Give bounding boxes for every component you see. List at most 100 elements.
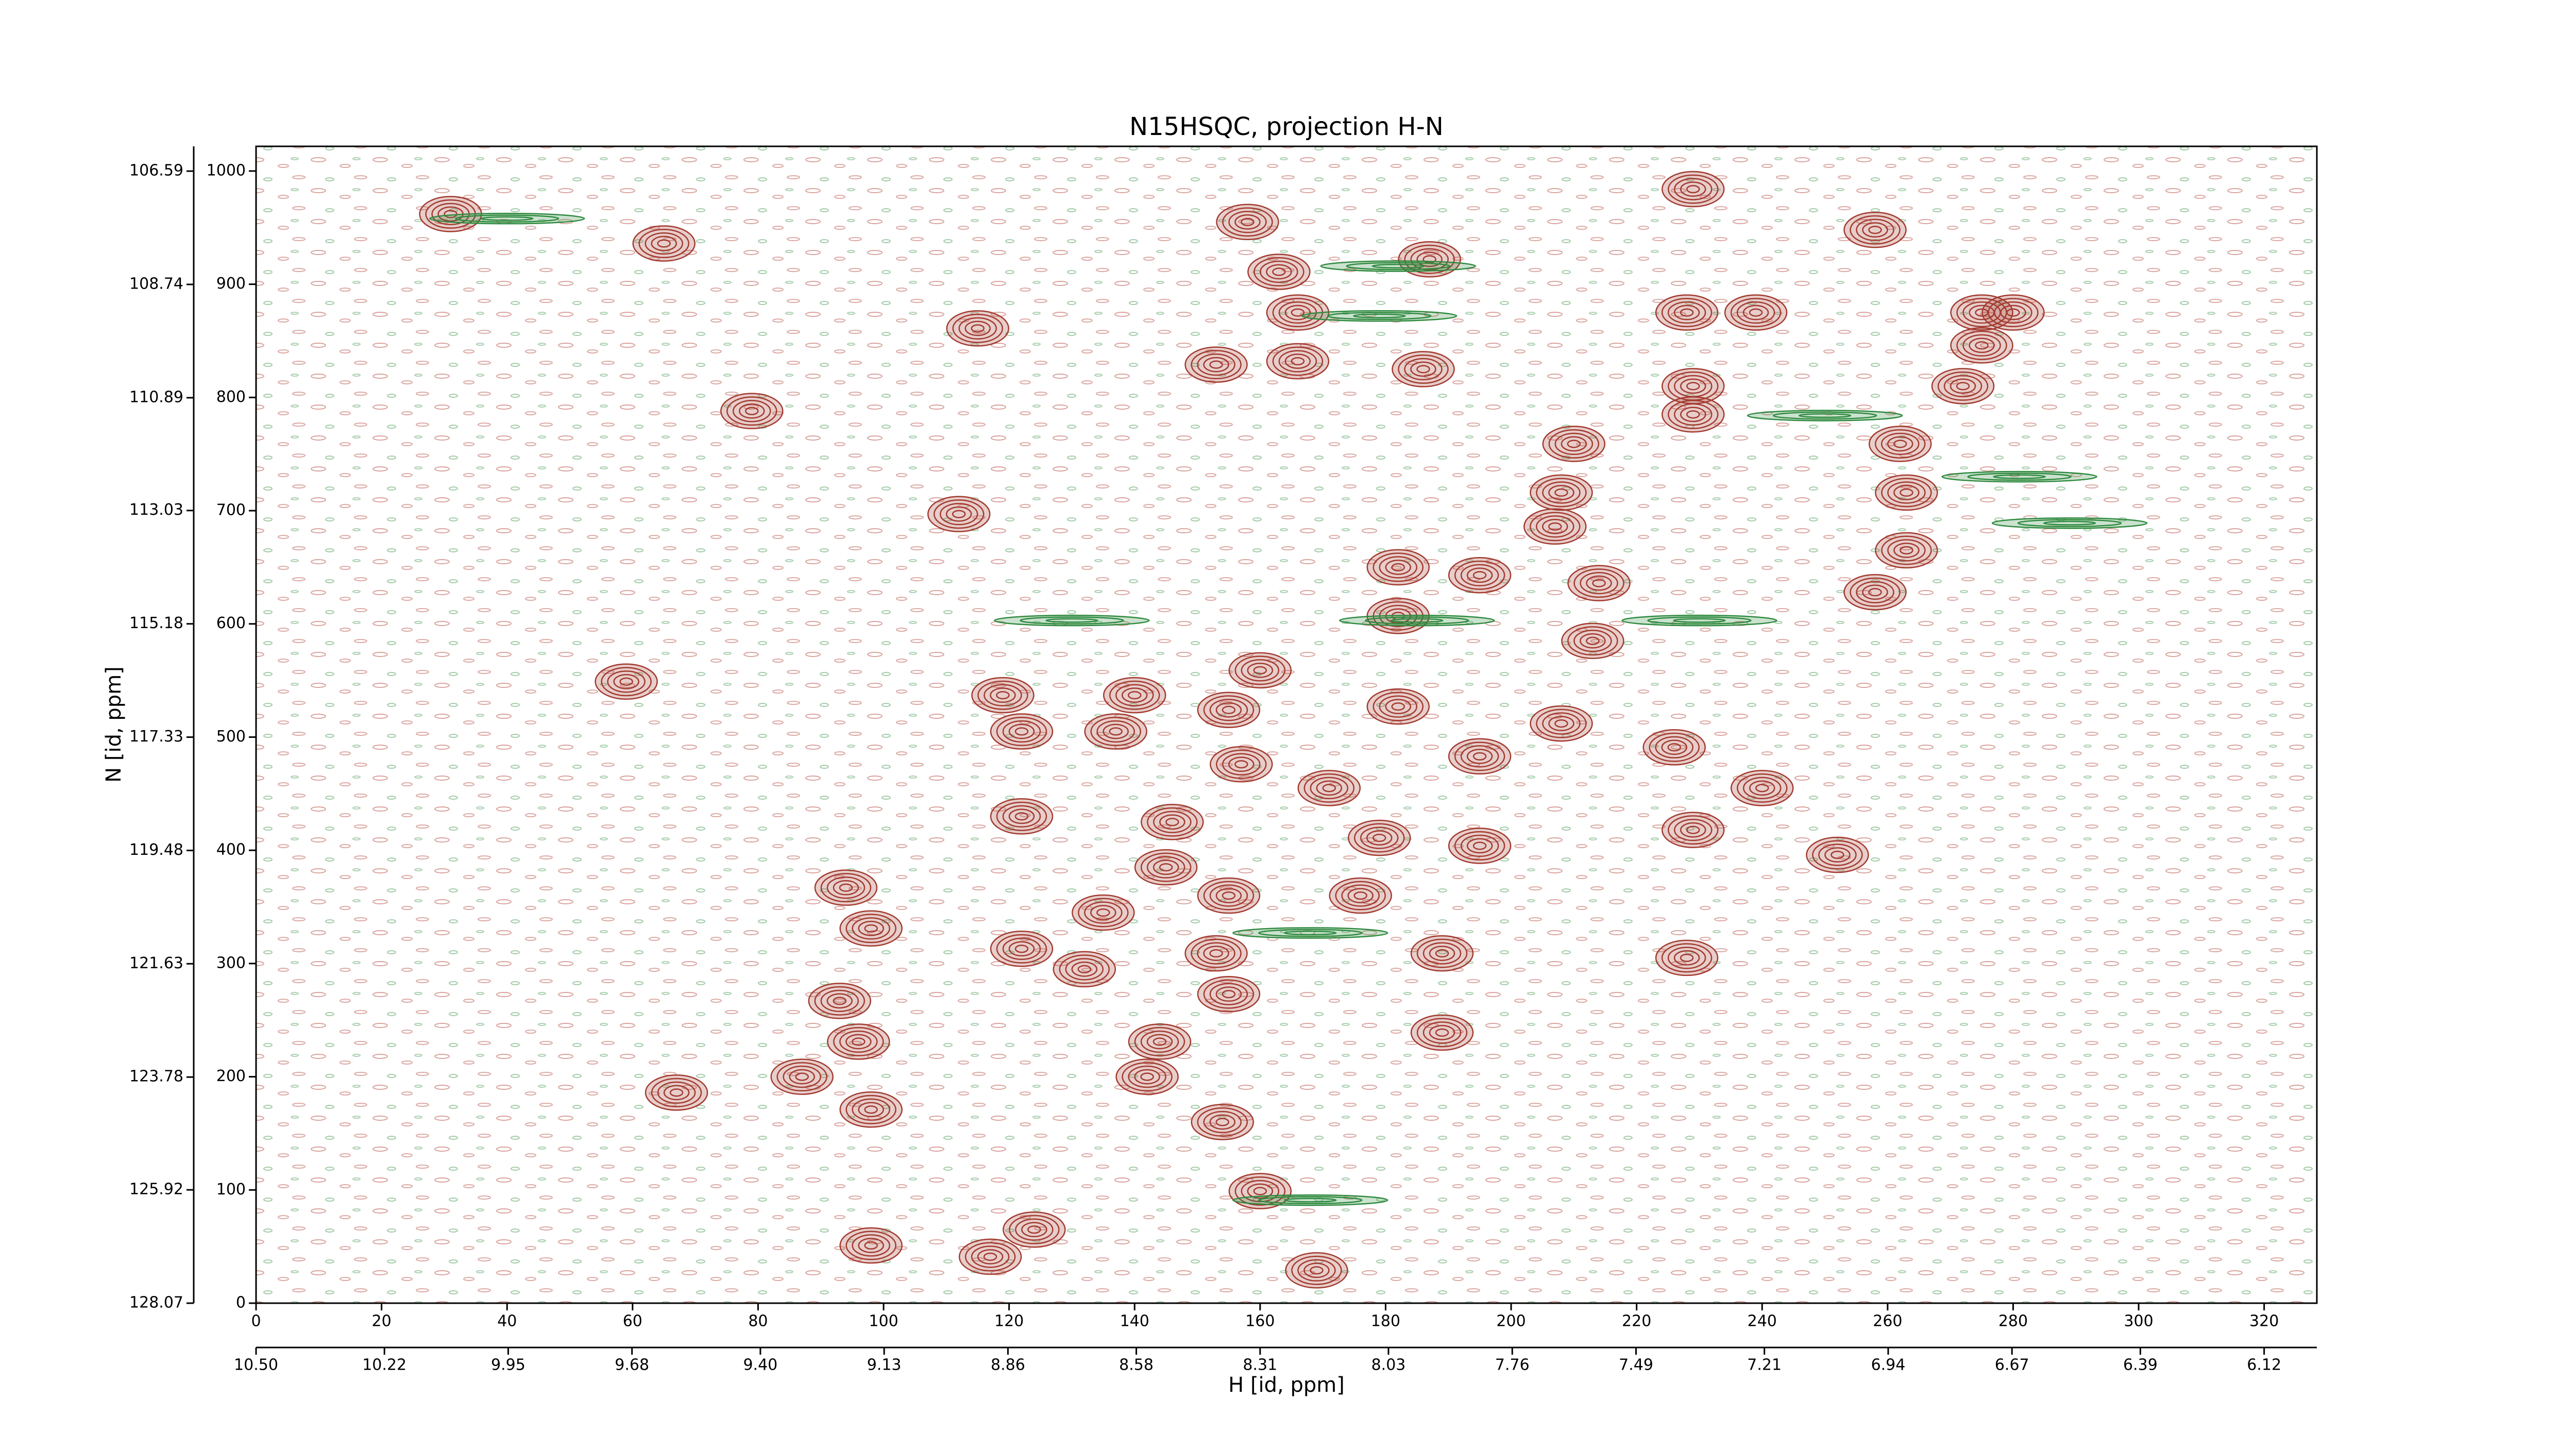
contour-ring (1346, 262, 1451, 271)
contour-ring (1392, 351, 1455, 387)
peak (1542, 426, 1606, 462)
contour-ring (1542, 481, 1581, 504)
y2-tick-label: 119.48 (129, 841, 183, 859)
peak (632, 225, 696, 262)
peak (1642, 729, 1706, 766)
x-tick-label: 240 (1748, 1312, 1777, 1330)
contour-ring (1398, 354, 1449, 384)
peak (1053, 951, 1116, 988)
peak (1232, 1194, 1388, 1206)
contour-ring (1887, 539, 1926, 562)
peak (1285, 1252, 1348, 1289)
contour-ring (1322, 784, 1336, 793)
peak (645, 1074, 708, 1111)
x2-tick-label: 9.40 (743, 1356, 777, 1374)
contour-ring (1203, 1110, 1242, 1134)
contour-ring (1165, 818, 1179, 827)
contour-ring (971, 677, 1035, 714)
peak (1232, 927, 1388, 939)
contour-ring (1084, 901, 1123, 924)
contour-ring (1209, 949, 1223, 958)
peak (1197, 692, 1261, 728)
y2-tick-label: 108.74 (129, 275, 183, 293)
contour-ring (845, 1034, 872, 1050)
contour-ring (1647, 616, 1752, 625)
contour-ring (1014, 812, 1029, 821)
contour-ring (1548, 429, 1600, 459)
x-tick-label: 280 (1998, 1312, 2028, 1330)
contour-ring (1222, 891, 1236, 900)
contour-ring (1843, 211, 1907, 248)
contour-ring (1448, 828, 1512, 864)
peak (1950, 327, 2013, 364)
contour-ring (1266, 343, 1330, 380)
contour-ring (984, 684, 1022, 706)
contour-ring (1472, 752, 1487, 761)
contour-ring (619, 677, 633, 686)
x-axis-label: H [id, ppm] (1228, 1373, 1345, 1397)
peak (1724, 294, 1788, 331)
contour-ring (852, 1098, 890, 1121)
contour-ring (814, 986, 866, 1016)
x-tick-label: 200 (1496, 1312, 1526, 1330)
y-tick-label: 200 (216, 1067, 246, 1085)
contour-ring (1197, 353, 1235, 376)
contour-ring (1008, 941, 1035, 957)
contour-ring (1567, 565, 1631, 601)
contour-ring (858, 1238, 884, 1253)
peak (1941, 470, 2097, 483)
contour-ring (1209, 1114, 1236, 1130)
peak (720, 393, 784, 429)
contour-ring (1027, 1225, 1041, 1234)
peak (1266, 343, 1330, 380)
contour-ring (1523, 508, 1587, 545)
x2-tick-label: 9.13 (867, 1356, 902, 1374)
contour-ring (808, 983, 872, 1019)
peak (1184, 935, 1248, 972)
peak (1141, 803, 1204, 840)
contour-ring (1573, 568, 1624, 598)
contour-ring (990, 931, 1054, 967)
contour-ring (1109, 680, 1160, 710)
peak (1115, 1058, 1179, 1095)
x-tick-label: 80 (748, 1312, 768, 1330)
peak (1747, 410, 1903, 422)
contour-ring (996, 801, 1047, 831)
contour-ring (1410, 248, 1449, 271)
contour-ring (1072, 894, 1135, 931)
contour-ring (1548, 716, 1574, 731)
contour-ring (1310, 1266, 1324, 1275)
contour-ring (783, 1065, 821, 1088)
peak (1366, 549, 1430, 586)
contour-ring (852, 1234, 890, 1257)
contour-ring (1737, 773, 1788, 803)
contour-ring (1203, 979, 1255, 1009)
x2-tick-label: 10.22 (362, 1356, 406, 1374)
y-tick-label: 700 (216, 501, 246, 519)
contour-ring (1316, 780, 1343, 796)
contour-ring (1284, 930, 1337, 936)
contour-ring (845, 1094, 896, 1124)
contour-ring (1686, 410, 1700, 419)
peak (1301, 310, 1458, 322)
contour-ring (1059, 954, 1110, 984)
contour-ring (1379, 556, 1418, 579)
contour-ring (1749, 780, 1775, 796)
contour-ring (1153, 1037, 1167, 1046)
contour-ring (1530, 705, 1593, 742)
contour-ring (1875, 532, 1938, 569)
peak (1981, 294, 2045, 331)
contour-ring (1003, 1211, 1066, 1248)
contour-ring (864, 1105, 878, 1114)
contour-ring (1404, 358, 1443, 381)
y-tick-label: 1000 (207, 161, 246, 179)
x-tick-label: 20 (372, 1312, 392, 1330)
contour-ring (1216, 204, 1279, 241)
contour-ring (864, 1241, 878, 1250)
peak (1991, 517, 2148, 529)
contour-ring (1146, 856, 1185, 879)
contour-ring (1203, 946, 1229, 961)
contour-ring (1900, 546, 1913, 554)
contour-ring (1448, 738, 1512, 775)
contour-ring (996, 717, 1047, 746)
